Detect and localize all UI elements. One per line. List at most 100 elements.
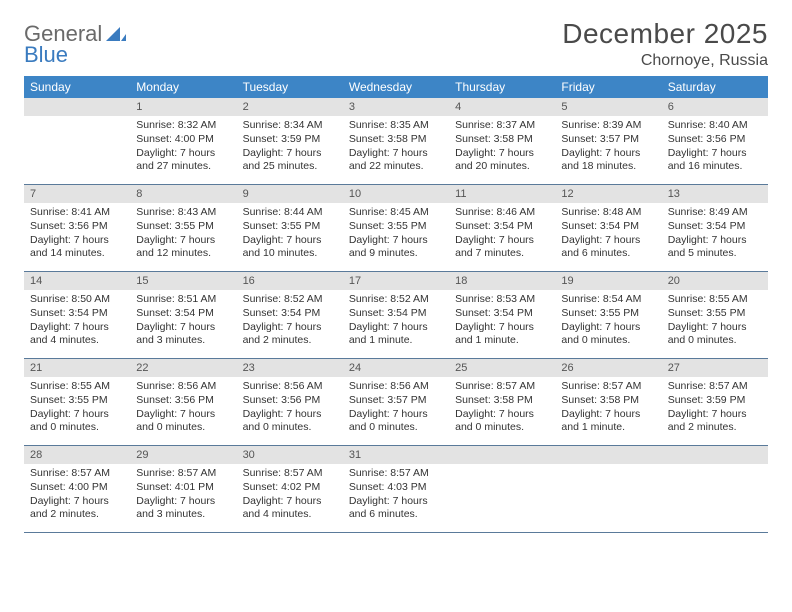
daylight-text: Daylight: 7 hours and 18 minutes.: [561, 147, 655, 174]
daylight-text: Daylight: 7 hours and 3 minutes.: [136, 321, 230, 348]
daylight-text: Daylight: 7 hours and 1 minute.: [455, 321, 549, 348]
sunrise-text: Sunrise: 8:51 AM: [136, 293, 230, 307]
sunset-text: Sunset: 4:01 PM: [136, 481, 230, 495]
daylight-text: Daylight: 7 hours and 25 minutes.: [243, 147, 337, 174]
day-details: Sunrise: 8:56 AMSunset: 3:56 PMDaylight:…: [130, 377, 236, 439]
sunset-text: Sunset: 3:55 PM: [243, 220, 337, 234]
day-number: 25: [449, 359, 555, 377]
day-details: Sunrise: 8:49 AMSunset: 3:54 PMDaylight:…: [662, 203, 768, 265]
day-cell: [662, 446, 768, 532]
sunset-text: Sunset: 3:59 PM: [243, 133, 337, 147]
logo-word-2: Blue: [24, 42, 68, 67]
day-details: Sunrise: 8:43 AMSunset: 3:55 PMDaylight:…: [130, 203, 236, 265]
sunset-text: Sunset: 3:54 PM: [455, 307, 549, 321]
sunrise-text: Sunrise: 8:44 AM: [243, 206, 337, 220]
day-number: 2: [237, 98, 343, 116]
daylight-text: Daylight: 7 hours and 12 minutes.: [136, 234, 230, 261]
day-details: Sunrise: 8:56 AMSunset: 3:57 PMDaylight:…: [343, 377, 449, 439]
sunrise-text: Sunrise: 8:52 AM: [349, 293, 443, 307]
day-number: 29: [130, 446, 236, 464]
daylight-text: Daylight: 7 hours and 6 minutes.: [349, 495, 443, 522]
header: General Blue December 2025 Chornoye, Rus…: [24, 18, 768, 70]
day-cell: 5Sunrise: 8:39 AMSunset: 3:57 PMDaylight…: [555, 98, 661, 184]
day-details: Sunrise: 8:55 AMSunset: 3:55 PMDaylight:…: [662, 290, 768, 352]
sunrise-text: Sunrise: 8:56 AM: [349, 380, 443, 394]
day-number: 27: [662, 359, 768, 377]
month-title: December 2025: [562, 18, 768, 50]
day-number: 24: [343, 359, 449, 377]
day-number: 6: [662, 98, 768, 116]
sunset-text: Sunset: 4:02 PM: [243, 481, 337, 495]
day-number: 8: [130, 185, 236, 203]
sunset-text: Sunset: 3:54 PM: [349, 307, 443, 321]
day-details: Sunrise: 8:56 AMSunset: 3:56 PMDaylight:…: [237, 377, 343, 439]
day-number: 21: [24, 359, 130, 377]
day-number: 11: [449, 185, 555, 203]
sunset-text: Sunset: 3:55 PM: [136, 220, 230, 234]
sunset-text: Sunset: 3:55 PM: [349, 220, 443, 234]
day-cell: 29Sunrise: 8:57 AMSunset: 4:01 PMDayligh…: [130, 446, 236, 532]
week-row: 1Sunrise: 8:32 AMSunset: 4:00 PMDaylight…: [24, 98, 768, 185]
sunrise-text: Sunrise: 8:55 AM: [30, 380, 124, 394]
sunset-text: Sunset: 3:56 PM: [30, 220, 124, 234]
day-number: [555, 446, 661, 464]
daylight-text: Daylight: 7 hours and 2 minutes.: [30, 495, 124, 522]
day-cell: 21Sunrise: 8:55 AMSunset: 3:55 PMDayligh…: [24, 359, 130, 445]
sunset-text: Sunset: 3:55 PM: [561, 307, 655, 321]
sunrise-text: Sunrise: 8:48 AM: [561, 206, 655, 220]
daylight-text: Daylight: 7 hours and 2 minutes.: [243, 321, 337, 348]
daylight-text: Daylight: 7 hours and 0 minutes.: [243, 408, 337, 435]
sunset-text: Sunset: 4:00 PM: [136, 133, 230, 147]
sunset-text: Sunset: 3:54 PM: [136, 307, 230, 321]
day-number: 3: [343, 98, 449, 116]
day-cell: 2Sunrise: 8:34 AMSunset: 3:59 PMDaylight…: [237, 98, 343, 184]
day-number: 4: [449, 98, 555, 116]
day-number: 18: [449, 272, 555, 290]
day-details: Sunrise: 8:41 AMSunset: 3:56 PMDaylight:…: [24, 203, 130, 265]
day-number: 5: [555, 98, 661, 116]
day-cell: 23Sunrise: 8:56 AMSunset: 3:56 PMDayligh…: [237, 359, 343, 445]
day-cell: 15Sunrise: 8:51 AMSunset: 3:54 PMDayligh…: [130, 272, 236, 358]
daylight-text: Daylight: 7 hours and 0 minutes.: [349, 408, 443, 435]
day-details: Sunrise: 8:46 AMSunset: 3:54 PMDaylight:…: [449, 203, 555, 265]
sunrise-text: Sunrise: 8:49 AM: [668, 206, 762, 220]
daylight-text: Daylight: 7 hours and 5 minutes.: [668, 234, 762, 261]
daylight-text: Daylight: 7 hours and 7 minutes.: [455, 234, 549, 261]
daylight-text: Daylight: 7 hours and 0 minutes.: [30, 408, 124, 435]
day-number: 16: [237, 272, 343, 290]
daylight-text: Daylight: 7 hours and 27 minutes.: [136, 147, 230, 174]
day-details: Sunrise: 8:44 AMSunset: 3:55 PMDaylight:…: [237, 203, 343, 265]
logo: General Blue: [24, 18, 126, 66]
sunset-text: Sunset: 3:58 PM: [349, 133, 443, 147]
sunrise-text: Sunrise: 8:40 AM: [668, 119, 762, 133]
daylight-text: Daylight: 7 hours and 0 minutes.: [561, 321, 655, 348]
day-details: Sunrise: 8:52 AMSunset: 3:54 PMDaylight:…: [237, 290, 343, 352]
sunset-text: Sunset: 3:54 PM: [243, 307, 337, 321]
day-cell: 13Sunrise: 8:49 AMSunset: 3:54 PMDayligh…: [662, 185, 768, 271]
daylight-text: Daylight: 7 hours and 20 minutes.: [455, 147, 549, 174]
sunrise-text: Sunrise: 8:35 AM: [349, 119, 443, 133]
day-header-mon: Monday: [130, 76, 236, 98]
sunset-text: Sunset: 3:56 PM: [668, 133, 762, 147]
day-number: 12: [555, 185, 661, 203]
day-details: Sunrise: 8:57 AMSunset: 3:59 PMDaylight:…: [662, 377, 768, 439]
day-number: 17: [343, 272, 449, 290]
day-cell: 10Sunrise: 8:45 AMSunset: 3:55 PMDayligh…: [343, 185, 449, 271]
day-number: [662, 446, 768, 464]
day-cell: [555, 446, 661, 532]
day-details: Sunrise: 8:50 AMSunset: 3:54 PMDaylight:…: [24, 290, 130, 352]
day-number: 1: [130, 98, 236, 116]
daylight-text: Daylight: 7 hours and 0 minutes.: [455, 408, 549, 435]
day-cell: 20Sunrise: 8:55 AMSunset: 3:55 PMDayligh…: [662, 272, 768, 358]
sunset-text: Sunset: 3:58 PM: [455, 394, 549, 408]
day-cell: 16Sunrise: 8:52 AMSunset: 3:54 PMDayligh…: [237, 272, 343, 358]
sunrise-text: Sunrise: 8:57 AM: [136, 467, 230, 481]
sunrise-text: Sunrise: 8:39 AM: [561, 119, 655, 133]
day-cell: 3Sunrise: 8:35 AMSunset: 3:58 PMDaylight…: [343, 98, 449, 184]
day-number: [449, 446, 555, 464]
sunrise-text: Sunrise: 8:57 AM: [349, 467, 443, 481]
day-details: Sunrise: 8:40 AMSunset: 3:56 PMDaylight:…: [662, 116, 768, 178]
daylight-text: Daylight: 7 hours and 4 minutes.: [30, 321, 124, 348]
day-number: 31: [343, 446, 449, 464]
day-details: Sunrise: 8:57 AMSunset: 4:00 PMDaylight:…: [24, 464, 130, 526]
